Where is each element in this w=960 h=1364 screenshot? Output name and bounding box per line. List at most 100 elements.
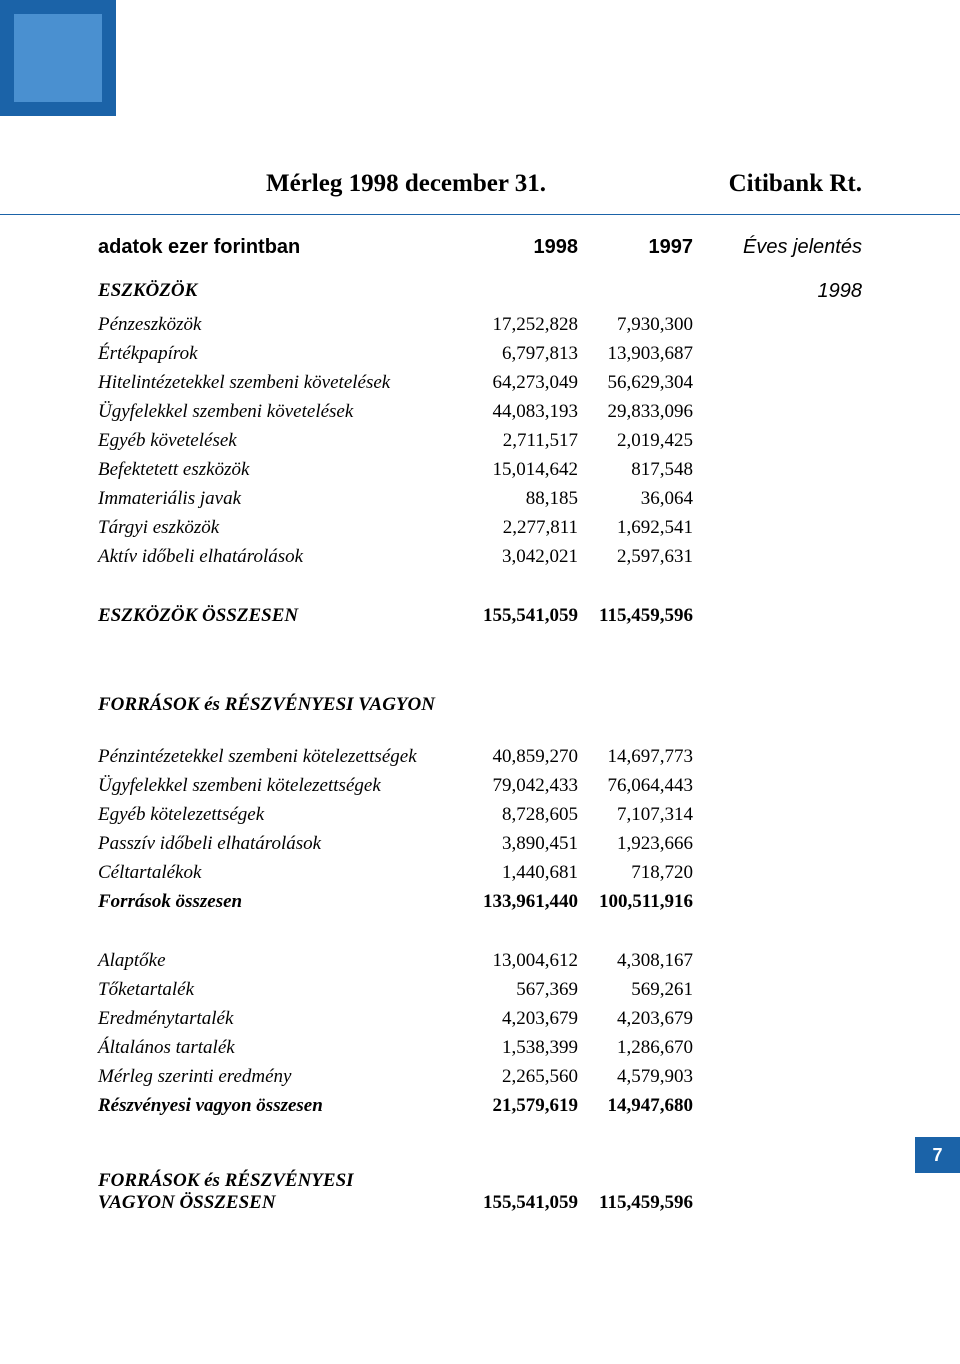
content: adatok ezer forintban 1998 1997 Éves jel… <box>98 236 862 1221</box>
row-v1: 2,277,811 <box>458 517 578 546</box>
row-label: Általános tartalék <box>98 1037 458 1066</box>
row-v2: 76,064,443 <box>578 775 693 804</box>
row-v1: 567,369 <box>458 979 578 1008</box>
row-v1: 88,185 <box>458 488 578 517</box>
table-row: Alaptőke13,004,6124,308,167 <box>98 950 693 979</box>
row-v1: 8,728,605 <box>458 804 578 833</box>
table-row: Hitelintézetekkel szembeni követelések64… <box>98 372 693 401</box>
row-label: Tőketartalék <box>98 979 458 1008</box>
grand-total-row1: FORRÁSOK és RÉSZVÉNYESI <box>98 1170 693 1192</box>
meta-col-1998: 1998 <box>458 236 578 265</box>
row-v1: 17,252,828 <box>458 314 578 343</box>
row-v2: 718,720 <box>578 862 693 891</box>
liab-subtotal-label: Források összesen <box>98 891 458 920</box>
row-v1: 40,859,270 <box>458 746 578 775</box>
header-square-inner <box>14 14 102 102</box>
row-label: Immateriális javak <box>98 488 458 517</box>
equity-subtotal-v2: 14,947,680 <box>578 1095 693 1124</box>
row-label: Egyéb követelések <box>98 430 458 459</box>
row-label: Hitelintézetekkel szembeni követelések <box>98 372 458 401</box>
table-row: Mérleg szerinti eredmény2,265,5604,579,9… <box>98 1066 693 1095</box>
row-label: Pénzintézetekkel szembeni kötelezettsége… <box>98 746 458 775</box>
table-row: Tőketartalék567,369569,261 <box>98 979 693 1008</box>
assets-total-table: ESZKÖZÖK ÖSSZESEN 155,541,059 115,459,59… <box>98 605 693 634</box>
row-label: Eredménytartalék <box>98 1008 458 1037</box>
page-title-right: Citibank Rt. <box>729 170 862 198</box>
row-v2: 4,308,167 <box>578 950 693 979</box>
assets-total-v2: 115,459,596 <box>578 605 693 634</box>
row-v2: 817,548 <box>578 459 693 488</box>
row-v1: 1,538,399 <box>458 1037 578 1066</box>
row-v2: 569,261 <box>578 979 693 1008</box>
assets-table: Pénzeszközök17,252,8287,930,300 Értékpap… <box>98 314 693 575</box>
table-row: Ügyfelekkel szembeni kötelezettségek79,0… <box>98 775 693 804</box>
equity-subtotal-label: Részvényesi vagyon összesen <box>98 1095 458 1124</box>
liab-subtotal-v1: 133,961,440 <box>458 891 578 920</box>
table-row: Eredménytartalék4,203,6794,203,679 <box>98 1008 693 1037</box>
row-v1: 6,797,813 <box>458 343 578 372</box>
liab-subtotal-v2: 100,511,916 <box>578 891 693 920</box>
row-label: Egyéb kötelezettségek <box>98 804 458 833</box>
assets-total-v1: 155,541,059 <box>458 605 578 634</box>
row-v1: 15,014,642 <box>458 459 578 488</box>
row-label: Értékpapírok <box>98 343 458 372</box>
table-row: Befektetett eszközök15,014,642817,548 <box>98 459 693 488</box>
row-v1: 2,265,560 <box>458 1066 578 1095</box>
row-v1: 13,004,612 <box>458 950 578 979</box>
row-label: Tárgyi eszközök <box>98 517 458 546</box>
row-v1: 3,042,021 <box>458 546 578 575</box>
table-row: Értékpapírok6,797,81313,903,687 <box>98 343 693 372</box>
liab-heading: FORRÁSOK és RÉSZVÉNYESI VAGYON <box>98 694 862 716</box>
grand-v2: 115,459,596 <box>578 1192 693 1221</box>
meta-left-label: adatok ezer forintban <box>98 236 458 265</box>
table-row: Pénzintézetekkel szembeni kötelezettsége… <box>98 746 693 775</box>
row-label: Aktív időbeli elhatárolások <box>98 546 458 575</box>
row-v2: 4,203,679 <box>578 1008 693 1037</box>
row-label: Céltartalékok <box>98 862 458 891</box>
row-label: Befektetett eszközök <box>98 459 458 488</box>
table-row: Általános tartalék1,538,3991,286,670 <box>98 1037 693 1066</box>
equity-subtotal-row: Részvényesi vagyon összesen 21,579,619 1… <box>98 1095 693 1124</box>
grand-total-table: FORRÁSOK és RÉSZVÉNYESI VAGYON ÖSSZESEN … <box>98 1170 693 1221</box>
row-v1: 44,083,193 <box>458 401 578 430</box>
liab-subtotal-row: Források összesen 133,961,440 100,511,91… <box>98 891 693 920</box>
title-block: Mérleg 1998 december 31. Citibank Rt. <box>0 170 960 215</box>
liab-table: Pénzintézetekkel szembeni kötelezettsége… <box>98 746 693 920</box>
row-label: Mérleg szerinti eredmény <box>98 1066 458 1095</box>
assets-total-row: ESZKÖZÖK ÖSSZESEN 155,541,059 115,459,59… <box>98 605 693 634</box>
assets-total-label: ESZKÖZÖK ÖSSZESEN <box>98 605 458 634</box>
row-label: Passzív időbeli elhatárolások <box>98 833 458 862</box>
row-label: Pénzeszközök <box>98 314 458 343</box>
row-v2: 13,903,687 <box>578 343 693 372</box>
row-label: Ügyfelekkel szembeni kötelezettségek <box>98 775 458 804</box>
table-row: Immateriális javak88,18536,064 <box>98 488 693 517</box>
row-v1: 2,711,517 <box>458 430 578 459</box>
row-v2: 7,107,314 <box>578 804 693 833</box>
row-v2: 2,597,631 <box>578 546 693 575</box>
row-v2: 14,697,773 <box>578 746 693 775</box>
row-v2: 1,923,666 <box>578 833 693 862</box>
row-v1: 4,203,679 <box>458 1008 578 1037</box>
meta-right-block: Éves jelentés <box>743 236 862 259</box>
table-row: Egyéb követelések2,711,5172,019,425 <box>98 430 693 459</box>
row-label: Alaptőke <box>98 950 458 979</box>
row-label: Ügyfelekkel szembeni követelések <box>98 401 458 430</box>
row-v2: 4,579,903 <box>578 1066 693 1095</box>
meta-right-year: 1998 <box>818 280 863 303</box>
table-row: Pénzeszközök17,252,8287,930,300 <box>98 314 693 343</box>
table-row: Ügyfelekkel szembeni követelések44,083,1… <box>98 401 693 430</box>
page-title-left: Mérleg 1998 december 31. <box>266 170 546 197</box>
equity-subtotal-v1: 21,579,619 <box>458 1095 578 1124</box>
row-v2: 36,064 <box>578 488 693 517</box>
row-v2: 1,692,541 <box>578 517 693 546</box>
table-row: Tárgyi eszközök2,277,8111,692,541 <box>98 517 693 546</box>
row-v2: 1,286,670 <box>578 1037 693 1066</box>
row-v2: 56,629,304 <box>578 372 693 401</box>
equity-table: Alaptőke13,004,6124,308,167 Tőketartalék… <box>98 950 693 1124</box>
grand-label-1: FORRÁSOK és RÉSZVÉNYESI <box>98 1170 458 1192</box>
title-rule <box>0 214 960 215</box>
meta-col-1997: 1997 <box>578 236 693 265</box>
row-v2: 29,833,096 <box>578 401 693 430</box>
row-v1: 79,042,433 <box>458 775 578 804</box>
row-v1: 1,440,681 <box>458 862 578 891</box>
